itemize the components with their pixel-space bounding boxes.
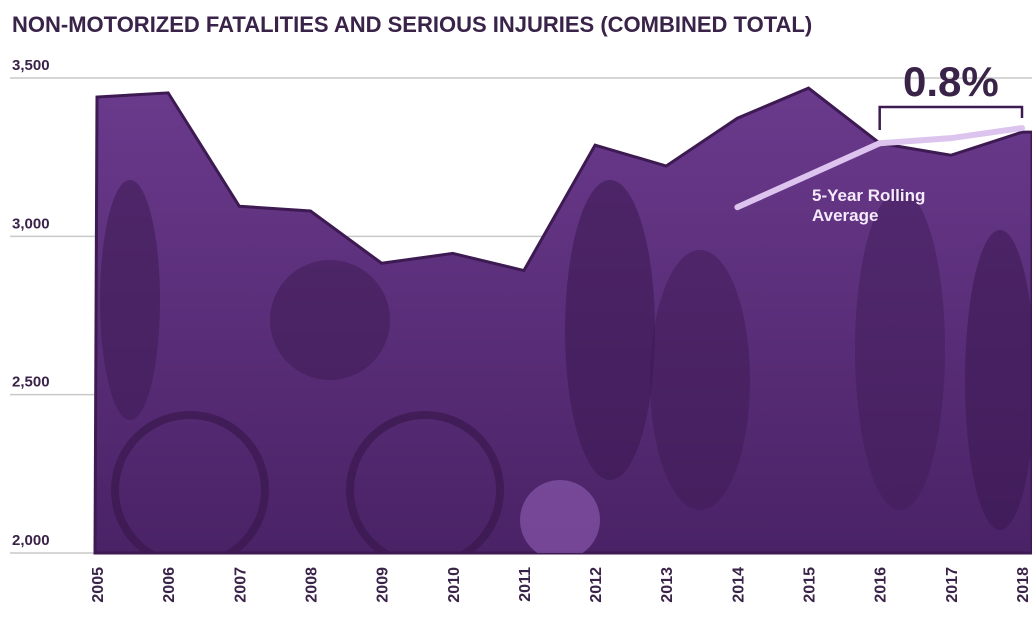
x-tick-label: 2013 <box>659 567 676 603</box>
y-tick-label: 2,500 <box>12 374 50 391</box>
x-tick-label: 2009 <box>375 567 392 603</box>
x-tick-label: 2012 <box>588 567 605 603</box>
series-label: 5-Year Rolling Average <box>812 186 926 225</box>
x-tick-label: 2017 <box>944 567 961 603</box>
y-tick-label: 3,000 <box>12 215 50 232</box>
x-tick-label: 2010 <box>446 567 463 603</box>
x-tick-label: 2007 <box>232 567 249 603</box>
bracket <box>878 105 1024 130</box>
rolling-average-line <box>734 125 1025 211</box>
x-tick-label: 2008 <box>303 567 320 603</box>
x-tick-label: 2005 <box>90 567 107 603</box>
x-tick-label: 2011 <box>517 567 534 602</box>
x-tick-label: 2015 <box>802 567 819 603</box>
silhouettes <box>100 180 1032 553</box>
area <box>93 86 1032 555</box>
x-tick-label: 2014 <box>730 567 747 603</box>
x-tick-label: 2018 <box>1015 567 1032 603</box>
x-tick-label: 2016 <box>873 567 890 603</box>
x-tick-label: 2006 <box>161 567 178 603</box>
y-tick-label: 3,500 <box>12 57 50 74</box>
chart-title: NON-MOTORIZED FATALITIES AND SERIOUS INJ… <box>12 12 812 37</box>
series-label-text: 5-Year Rolling Average <box>812 186 926 225</box>
y-tick-label: 2,000 <box>12 532 50 549</box>
annotation: 0.8% <box>903 58 999 105</box>
